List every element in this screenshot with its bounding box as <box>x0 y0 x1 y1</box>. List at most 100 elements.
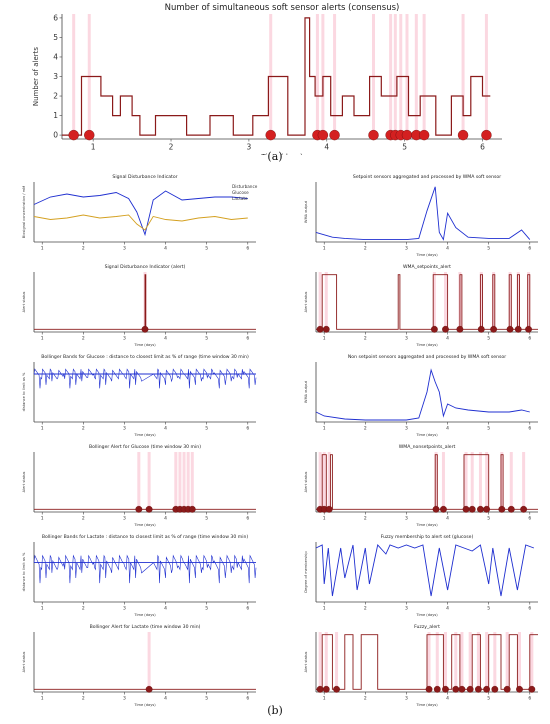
alert-band <box>147 452 151 512</box>
chart-panel-1: Signal Disturbance Indicator 1 2 3 4 5 6 Biosig… <box>22 174 258 252</box>
alert-band <box>178 452 182 512</box>
y-tick-label: 4 <box>53 53 58 62</box>
x-tick-label: 4 <box>446 336 449 342</box>
x-tick-label: 1 <box>91 143 96 152</box>
alert-band <box>460 632 464 692</box>
alert-marker <box>481 129 492 141</box>
alert-band <box>186 452 190 512</box>
alert-band <box>393 14 397 139</box>
chart-panel-6: Non setpoint sensors aggregated and proc… <box>304 354 538 437</box>
x-tick-label: 4 <box>164 336 167 342</box>
consensus-chart: Number of simultaneous soft sensor alert… <box>32 3 502 155</box>
alert-marker <box>135 505 143 513</box>
alert-marker <box>498 505 506 513</box>
series-line-0 <box>316 274 538 330</box>
x-tick-label: 2 <box>82 336 85 342</box>
alert-marker <box>430 325 438 333</box>
chart-panel-7: Bollinger Alert for Glucose (time window… <box>22 444 256 527</box>
alert-band <box>427 632 431 692</box>
x-tick-label: 4 <box>164 606 167 612</box>
alert-band <box>505 632 509 692</box>
x-tick-label: 4 <box>446 426 449 432</box>
alert-marker <box>425 685 433 693</box>
alert-band <box>516 272 520 332</box>
chart-panel-10: Fuzzy membership to alert set (glucose) 1… <box>304 534 538 617</box>
caption-a: (a) <box>267 150 283 163</box>
alert-marker <box>145 685 153 693</box>
chart-panel-3: Signal Disturbance Indicator (alert) 1 2 3 4… <box>22 264 256 347</box>
x-tick-label: 1 <box>323 516 326 522</box>
alert-band <box>190 452 194 512</box>
x-axis-label: Time (days) <box>415 343 438 347</box>
alert-band <box>468 632 472 692</box>
x-tick-label: 5 <box>402 143 407 152</box>
x-tick-label: 2 <box>82 246 85 252</box>
alert-marker <box>474 685 482 693</box>
alert-marker <box>452 685 460 693</box>
chart-title: Signal Disturbance Indicator <box>112 174 177 180</box>
x-axis-label: Time (days) <box>133 523 156 527</box>
alert-band <box>432 272 436 332</box>
chart-panel-4: WMA_setpoints_alert 1 2 3 4 5 6 Time (days) Aler… <box>304 264 538 347</box>
alert-marker <box>329 129 340 141</box>
x-tick-label: 4 <box>164 426 167 432</box>
x-axis-label: Time (days) <box>133 703 156 707</box>
series-noise <box>33 554 257 584</box>
chart-title: Non setpoint sensors aggregated and proc… <box>348 354 506 360</box>
y-axis-label: Biosignal concentration / mM <box>22 186 26 238</box>
x-tick-label: 3 <box>405 696 408 702</box>
alert-band <box>441 452 445 512</box>
alert-band <box>527 272 531 332</box>
alert-marker <box>507 505 515 513</box>
chart-panel-12: Fuzzy_alert 1 2 3 4 5 6 Time (days) Alert status <box>304 624 538 707</box>
alert-marker <box>466 685 474 693</box>
series-line-0 <box>34 274 256 330</box>
alert-marker <box>433 685 441 693</box>
chart-title: Bollinger Bands for Glucose : distance t… <box>41 354 249 360</box>
alert-band <box>500 452 504 512</box>
x-axis-label: Time (days) <box>415 703 438 707</box>
x-tick-label: 4 <box>446 516 449 522</box>
alert-marker <box>528 685 536 693</box>
y-axis-label: Degree of membership <box>304 551 308 593</box>
chart-title: Fuzzy_alert <box>414 624 440 630</box>
x-tick-label: 6 <box>528 516 531 522</box>
alert-marker <box>401 129 413 141</box>
alert-band <box>518 632 521 692</box>
x-tick-label: 1 <box>323 426 326 432</box>
x-tick-label: 2 <box>82 426 85 432</box>
x-tick-label: 5 <box>205 336 208 342</box>
alert-marker <box>68 129 79 141</box>
x-tick-label: 4 <box>446 606 449 612</box>
chart-panel-5: Bollinger Bands for Glucose : distance t… <box>22 354 257 437</box>
x-tick-label: 5 <box>205 246 208 252</box>
x-tick-label: 1 <box>323 696 326 702</box>
series-line-0 <box>62 17 491 136</box>
alert-band <box>484 14 488 139</box>
alert-marker <box>520 505 528 513</box>
x-tick-label: 3 <box>405 246 408 252</box>
x-tick-label: 2 <box>364 516 367 522</box>
alert-band <box>435 632 439 692</box>
y-tick-label: 2 <box>53 92 58 101</box>
y-axis-label: Alert status <box>304 472 308 493</box>
alert-band <box>530 632 534 692</box>
x-tick-label: 6 <box>246 516 249 522</box>
alert-band <box>464 452 468 512</box>
y-axis-label: Alert status <box>22 652 26 673</box>
chart-panel-2: Setpoint sensors aggregated and processe… <box>304 174 538 257</box>
x-tick-label: 2 <box>364 336 367 342</box>
x-tick-label: 2 <box>169 143 174 152</box>
alert-band <box>485 452 489 512</box>
alert-marker <box>84 129 95 141</box>
alert-marker <box>516 685 523 693</box>
alert-band <box>324 272 328 332</box>
x-tick-label: 5 <box>205 426 208 432</box>
x-axis-label: Time (days) <box>260 153 303 155</box>
alert-band <box>414 14 418 139</box>
alert-band <box>137 452 141 512</box>
y-tick-label: 6 <box>53 14 58 23</box>
x-tick-label: 3 <box>405 426 408 432</box>
x-tick-label: 2 <box>82 606 85 612</box>
x-tick-label: 5 <box>487 426 490 432</box>
